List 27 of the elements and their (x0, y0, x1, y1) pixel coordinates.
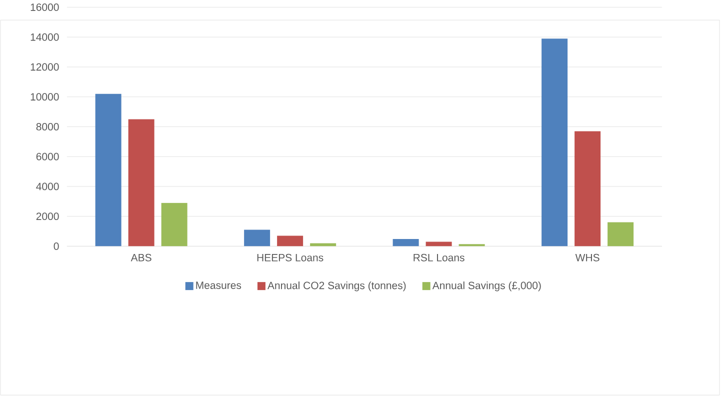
x-tick-label: HEEPS Loans (257, 254, 324, 262)
bar (161, 203, 188, 246)
legend-label: Measures (196, 282, 242, 290)
y-tick-label: 8000 (36, 123, 59, 131)
y-tick-label: 0 (54, 242, 59, 250)
x-tick-label: ABS (130, 254, 152, 262)
bar (128, 119, 154, 246)
bar (574, 131, 601, 246)
y-tick-label: 10000 (30, 93, 59, 101)
x-tick-label: WHS (575, 254, 600, 262)
bar (608, 222, 634, 246)
bar (310, 243, 336, 246)
y-tick-label: 14000 (30, 34, 59, 42)
y-tick-label: 12000 (30, 63, 59, 71)
bar (244, 230, 270, 246)
bar (542, 38, 568, 246)
y-tick-label: 2000 (36, 212, 59, 220)
bar (277, 236, 304, 246)
bar (95, 94, 122, 246)
y-tick-label: 16000 (30, 4, 59, 12)
legend-label: Annual Savings (£,000) (432, 282, 541, 292)
y-tick-label: 6000 (36, 153, 59, 161)
bar (426, 242, 452, 246)
x-tick-label: RSL Loans (414, 254, 464, 262)
bar (392, 239, 419, 246)
y-tick-label: 4000 (36, 182, 59, 190)
legend-label: Annual CO2 Savings (tonnes) (267, 282, 406, 292)
